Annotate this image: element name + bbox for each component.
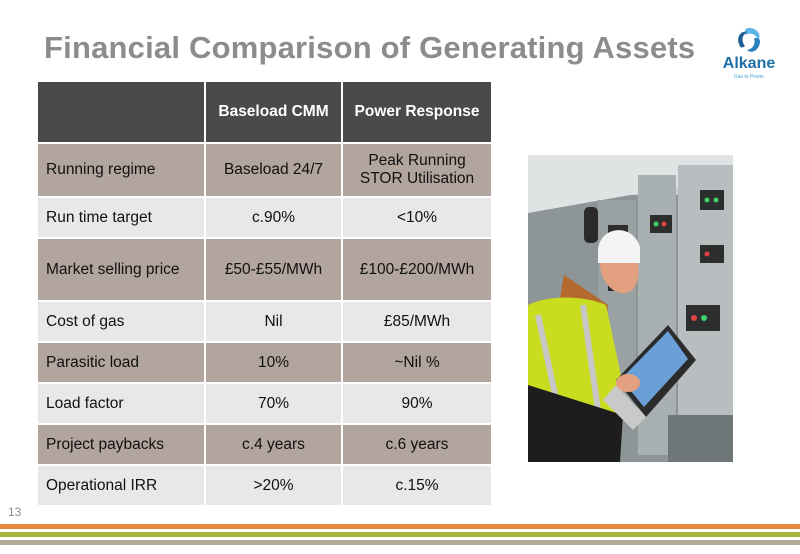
- baseload-value: c.90%: [204, 196, 343, 239]
- row-label: Operational IRR: [36, 464, 206, 507]
- table-row: Load factor 70% 90%: [36, 382, 493, 425]
- baseload-value: 70%: [204, 382, 343, 425]
- logo-wordmark: Alkane: [722, 55, 776, 72]
- baseload-value: >20%: [204, 464, 343, 507]
- table-row: Running regime Baseload 24/7 Peak Runnin…: [36, 142, 493, 198]
- power-response-value: 90%: [341, 382, 493, 425]
- power-response-value: c.6 years: [341, 423, 493, 466]
- power-response-line: Peak Running: [368, 152, 466, 169]
- power-response-value: ~Nil %: [341, 341, 493, 384]
- row-label: Cost of gas: [36, 300, 206, 343]
- engineer-laptop-photo: [528, 155, 733, 462]
- table-row: Project paybacks c.4 years c.6 years: [36, 423, 493, 466]
- footer-stripe-orange: [0, 524, 800, 529]
- comparison-table: Baseload CMM Power Response Running regi…: [36, 80, 493, 507]
- table-header-row: Baseload CMM Power Response: [36, 80, 493, 144]
- baseload-value: Baseload 24/7: [204, 142, 343, 198]
- power-response-value: £85/MWh: [341, 300, 493, 343]
- header-baseload-cmm: Baseload CMM: [204, 80, 343, 144]
- row-label: Market selling price: [36, 237, 206, 302]
- header-empty-cell: [36, 80, 206, 144]
- page-number: 13: [8, 505, 22, 519]
- power-response-value: <10%: [341, 196, 493, 239]
- slide-title: Financial Comparison of Generating Asset…: [44, 30, 696, 65]
- alkane-swirl-icon: [738, 28, 760, 52]
- power-response-value: c.15%: [341, 464, 493, 507]
- baseload-value: £50-£55/MWh: [204, 237, 343, 302]
- table-row: Cost of gas Nil £85/MWh: [36, 300, 493, 343]
- baseload-value: Nil: [204, 300, 343, 343]
- footer-stripe-taupe: [0, 540, 800, 545]
- row-label: Project paybacks: [36, 423, 206, 466]
- baseload-value: 10%: [204, 341, 343, 384]
- table-row: Operational IRR >20% c.15%: [36, 464, 493, 507]
- row-label: Load factor: [36, 382, 206, 425]
- row-label: Parasitic load: [36, 341, 206, 384]
- footer-stripe-green: [0, 532, 800, 537]
- table-row: Parasitic load 10% ~Nil %: [36, 341, 493, 384]
- row-label: Running regime: [36, 142, 206, 198]
- power-response-value: £100-£200/MWh: [341, 237, 493, 302]
- table-row: Market selling price £50-£55/MWh £100-£2…: [36, 237, 493, 302]
- power-response-value: Peak Running STOR Utilisation: [341, 142, 493, 198]
- header-power-response: Power Response: [341, 80, 493, 144]
- baseload-value: c.4 years: [204, 423, 343, 466]
- logo-tagline: Gas to Power: [733, 74, 765, 80]
- alkane-logo: Alkane Gas to Power: [712, 26, 786, 86]
- row-label: Run time target: [36, 196, 206, 239]
- table-row: Run time target c.90% <10%: [36, 196, 493, 239]
- power-response-line: STOR Utilisation: [359, 170, 475, 187]
